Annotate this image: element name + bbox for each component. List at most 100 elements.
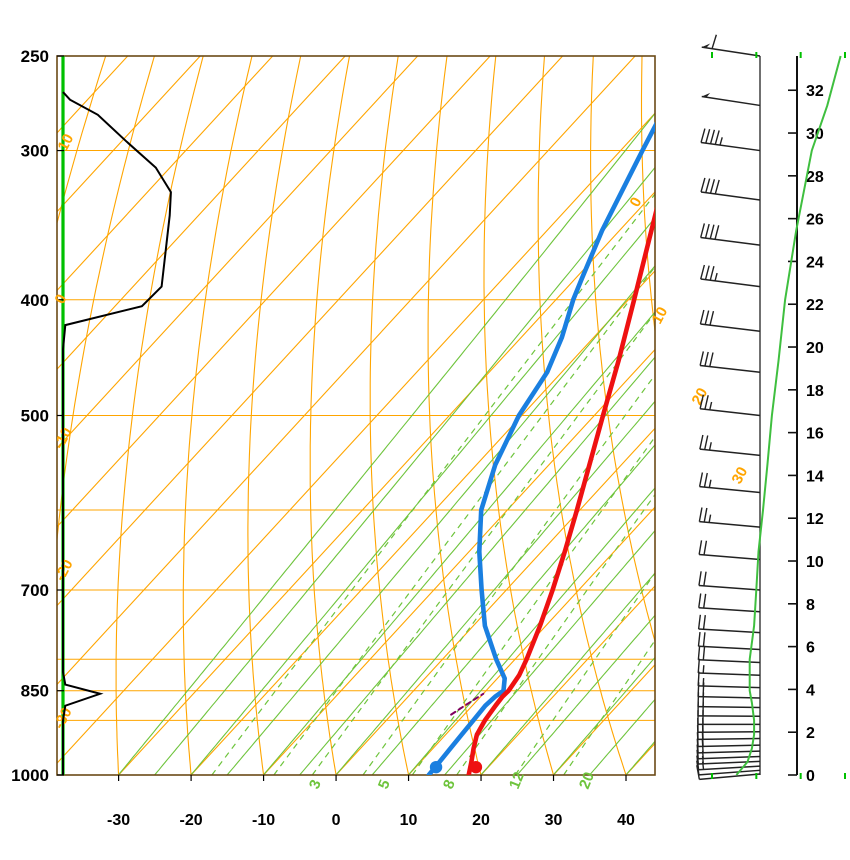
isotherm <box>57 56 201 213</box>
barb-full-10 <box>696 765 701 780</box>
barb-full-10 <box>709 179 716 194</box>
wind-barb <box>699 309 761 332</box>
barb-full-10 <box>714 225 720 240</box>
barb-full-10 <box>702 615 706 630</box>
barb-full-10 <box>704 265 710 280</box>
barb-half-5 <box>709 401 713 411</box>
temperature-tick--10: -10 <box>252 812 275 829</box>
dry-adiabat <box>115 56 204 775</box>
barb-full-10 <box>697 614 702 630</box>
barb-full-10 <box>704 395 709 410</box>
wind-barb <box>701 92 761 107</box>
barb-shaft <box>701 46 761 57</box>
dewpoint-trace-group[interactable] <box>426 56 693 775</box>
barb-shaft <box>698 769 761 776</box>
temperature-tick--20: -20 <box>180 812 203 829</box>
wind-barb <box>699 351 761 373</box>
barb-shaft <box>698 750 761 754</box>
barb-full-10 <box>699 309 705 325</box>
wind-speed-profile-group[interactable] <box>735 55 842 776</box>
barb-full-10 <box>698 571 702 586</box>
barb-flag-50 <box>701 92 711 98</box>
moist-adiabat <box>444 529 655 775</box>
wind-barb <box>700 264 761 288</box>
barb-shaft <box>698 737 761 741</box>
temperature-tick-20: 20 <box>472 812 490 829</box>
temperature-trace-group[interactable] <box>466 56 692 775</box>
mixing-ratio-line <box>411 435 655 775</box>
isotherm-label-10: 10 <box>649 304 672 327</box>
isotherm <box>57 56 274 292</box>
moist-adiabat <box>190 217 655 775</box>
mixing-ratio-line <box>311 311 655 775</box>
temperature-tick-30: 30 <box>545 812 563 829</box>
barb-full-10 <box>699 351 705 366</box>
wind-barb-column <box>696 34 761 781</box>
height-tick-12: 12 <box>806 511 824 528</box>
barb-shaft <box>699 553 761 561</box>
height-tick-28: 28 <box>806 169 824 186</box>
dewpoint-trace[interactable] <box>426 56 693 775</box>
barb-shaft <box>698 628 761 634</box>
wind-barb <box>698 571 761 591</box>
wind-barb <box>700 223 761 246</box>
barb-half-5 <box>708 442 712 451</box>
barb-full-10 <box>697 645 701 660</box>
mixing-ratio-line <box>211 193 655 775</box>
barb-full-10 <box>711 34 718 49</box>
mixing-ratio-line <box>273 265 655 775</box>
temperature-trace[interactable] <box>466 56 692 775</box>
height-tick-26: 26 <box>806 212 824 229</box>
wind-speed-profile[interactable] <box>735 55 842 776</box>
dry-adiabat <box>427 56 482 775</box>
moist-adiabat <box>299 356 655 775</box>
height-tick-4: 4 <box>806 682 815 699</box>
isotherm-label-30: 30 <box>729 464 752 487</box>
barb-shaft <box>698 645 761 651</box>
pressure-tick-700: 700 <box>21 581 49 600</box>
barb-shaft <box>701 95 761 107</box>
mixing-ratio-label-12: 12 <box>506 770 528 792</box>
height-tick-20: 20 <box>806 340 824 357</box>
height-tick-32: 32 <box>806 83 824 100</box>
pressure-tick-250: 250 <box>21 47 49 66</box>
pressure-tick-300: 300 <box>21 142 49 161</box>
parcel-trace[interactable] <box>450 692 485 716</box>
height-tick-24: 24 <box>806 254 824 271</box>
height-tick-8: 8 <box>806 597 815 614</box>
barb-full-10 <box>701 738 704 753</box>
barb-half-5 <box>708 514 712 523</box>
moist-adiabat <box>407 487 655 775</box>
wind-barb <box>698 593 761 613</box>
moist-adiabat <box>117 112 655 775</box>
barb-half-5 <box>714 272 718 282</box>
barb-full-10 <box>703 540 708 556</box>
surface-markers <box>429 760 483 774</box>
barb-shaft <box>698 695 761 699</box>
dry-adiabat <box>640 56 655 336</box>
barb-full-10 <box>702 632 706 647</box>
cloudiness-trace[interactable] <box>62 91 172 775</box>
wind-barb <box>700 177 761 201</box>
wind-barb <box>697 614 761 634</box>
barb-full-10 <box>704 351 709 367</box>
barb-flag-50 <box>701 43 711 48</box>
temperature-tick--30: -30 <box>107 812 130 829</box>
height-tick-22: 22 <box>806 297 824 314</box>
dry-adiabat <box>182 56 253 775</box>
barb-shaft <box>699 773 761 781</box>
dry-adiabat <box>247 56 302 775</box>
height-tick-10: 10 <box>806 554 824 571</box>
barb-full-10 <box>709 266 715 281</box>
barb-half-5 <box>719 137 723 146</box>
barb-full-10 <box>704 435 709 450</box>
parcel-trace-group[interactable] <box>450 692 485 716</box>
cloudiness-trace-group[interactable] <box>62 91 172 775</box>
barb-full-10 <box>699 434 704 450</box>
dry-adiabat <box>57 56 155 546</box>
moist-adiabat <box>262 311 655 775</box>
moist-adiabat <box>371 444 655 775</box>
barb-full-10 <box>705 128 711 144</box>
